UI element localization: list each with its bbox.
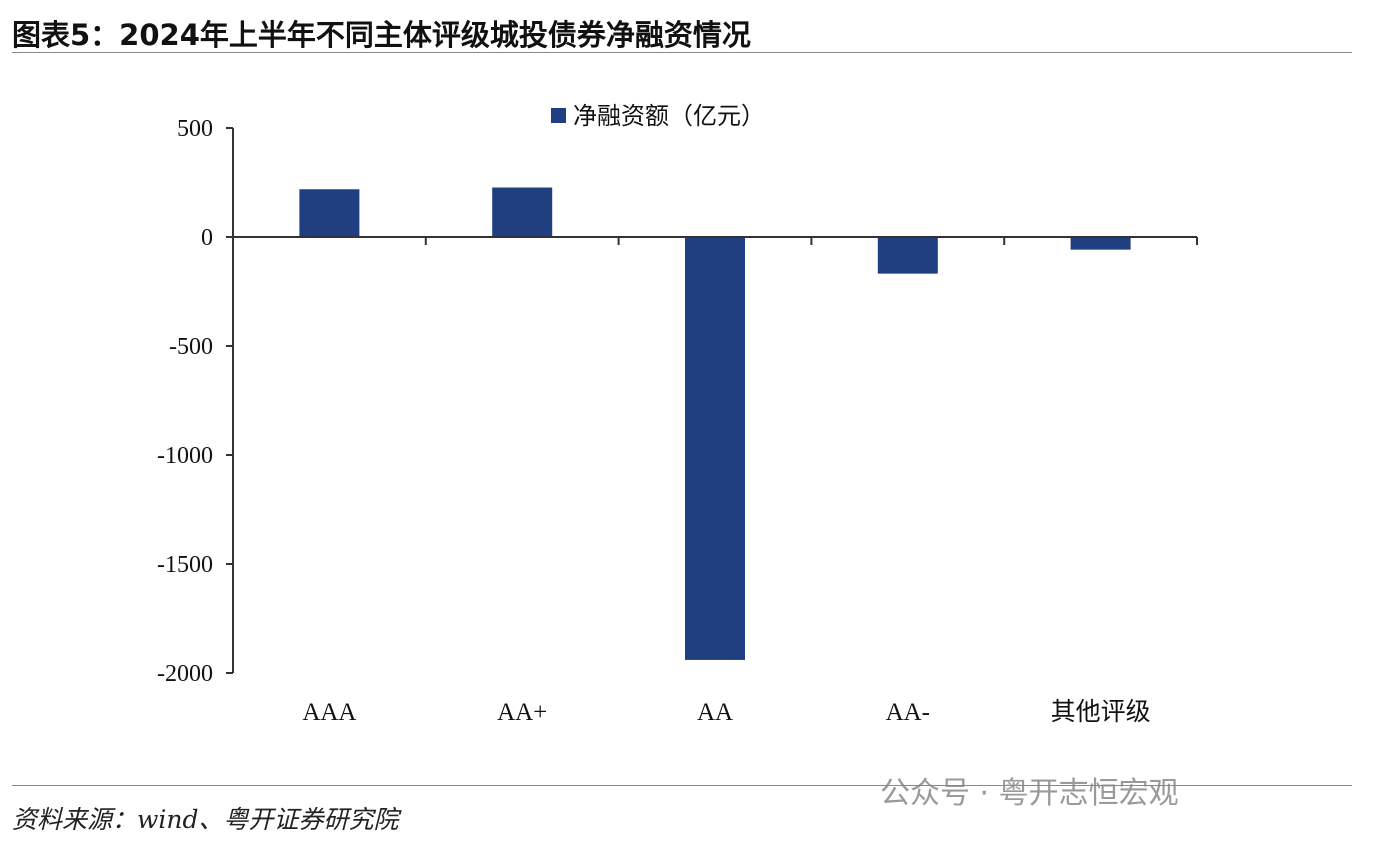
- x-tick-label: AA-: [886, 699, 930, 726]
- x-tick-label: 其他评级: [1051, 698, 1151, 726]
- source-note: 资料来源：wind、粤开证券研究院: [12, 805, 399, 834]
- x-tick-label: AA+: [497, 699, 547, 726]
- source-divider: [12, 785, 1352, 786]
- y-tick-label: -1000: [157, 443, 213, 469]
- chart-title: 图表5：2024年上半年不同主体评级城投债券净融资情况: [12, 18, 751, 52]
- bar-AAA: [299, 189, 360, 237]
- legend-swatch: [551, 108, 566, 123]
- y-tick-label: 500: [177, 116, 213, 142]
- x-tick-label: AAA: [302, 699, 356, 726]
- bar-AA-: [877, 237, 938, 274]
- y-tick-label: -1500: [157, 552, 213, 578]
- legend-label: 净融资额（亿元）: [573, 102, 765, 130]
- bar-AA: [685, 237, 745, 660]
- bar-其他评级: [1070, 237, 1131, 250]
- y-tick-label: 0: [201, 225, 213, 251]
- x-tick-label: AA: [697, 699, 733, 726]
- bar-AA+: [492, 187, 553, 237]
- title-divider: [12, 52, 1352, 53]
- y-tick-label: -2000: [157, 661, 213, 687]
- watermark: 公众号 · 粤开志恒宏观: [880, 776, 1179, 811]
- y-tick-label: -500: [169, 334, 213, 360]
